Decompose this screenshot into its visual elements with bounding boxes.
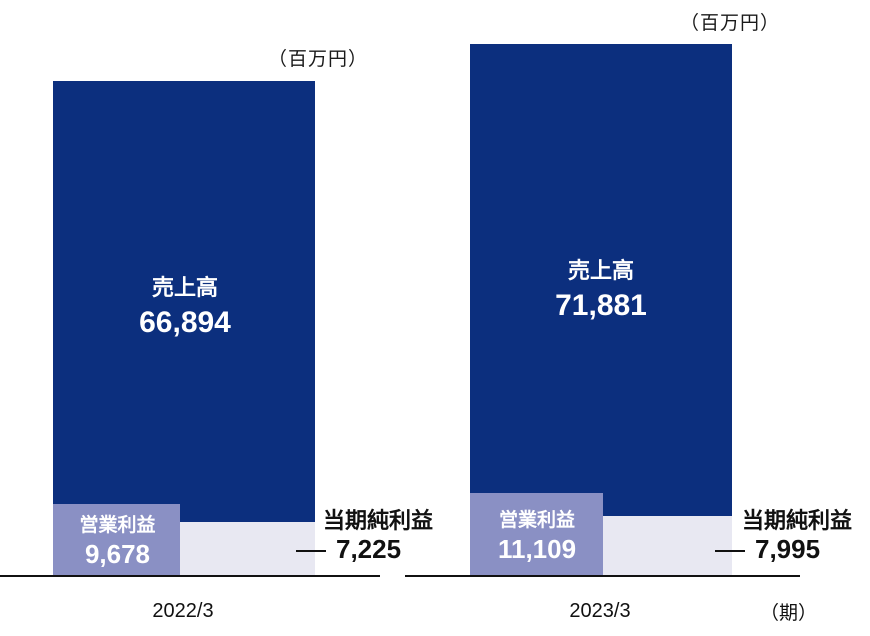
net-value-2023: 7,995 [715, 534, 820, 565]
op-label-2023: 営業利益 11,109 [472, 505, 602, 565]
sales-value-2022: 66,894 [139, 306, 231, 339]
op-value-2022: 9,678 [84, 539, 151, 569]
net-name-2023: 当期純利益 [742, 508, 853, 533]
category-label-2022: 2022/3 [152, 600, 214, 622]
bar-operating-income-2022 [53, 503, 180, 575]
bar-sales-2023 [470, 44, 732, 575]
bar-sales-2022 [53, 80, 315, 575]
sales-label-2022: 売上高 66,894 [55, 270, 315, 340]
category-label-2023: 2023/3 [569, 600, 631, 622]
x-axis-2022 [0, 575, 380, 577]
unit-label-2022: （百万円） [268, 49, 369, 70]
sales-name-2023: 売上高 [567, 258, 634, 283]
x-axis-2023 [405, 575, 800, 577]
period-label: （期） [760, 603, 818, 624]
sales-name-2022: 売上高 [151, 275, 218, 300]
op-label-2022: 営業利益 9,678 [55, 510, 180, 570]
net-value-2022: 7,225 [296, 534, 401, 565]
op-value-2023: 11,109 [497, 534, 577, 564]
op-name-2023: 営業利益 [498, 510, 575, 531]
unit-label-2023: （百万円） [680, 13, 781, 34]
net-name-2022: 当期純利益 [323, 508, 434, 533]
net-value-text-2022: 7,225 [336, 534, 402, 564]
net-leader-line-2023 [715, 550, 745, 553]
net-leader-line-2022 [296, 550, 326, 553]
sales-value-2023: 71,881 [555, 289, 647, 322]
op-name-2022: 営業利益 [79, 515, 156, 536]
bar-operating-income-2023 [470, 492, 603, 575]
net-value-text-2023: 7,995 [755, 534, 821, 564]
sales-label-2023: 売上高 71,881 [470, 253, 732, 323]
